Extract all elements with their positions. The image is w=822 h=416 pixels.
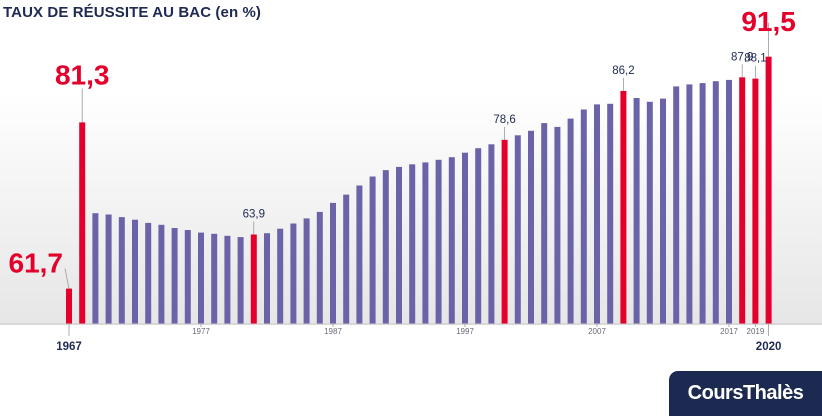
bar-1971 bbox=[118, 217, 125, 324]
bar-2003 bbox=[541, 123, 548, 324]
x-tick-label-2020: 2020 bbox=[756, 341, 782, 353]
bar-2000 bbox=[501, 139, 508, 324]
bar-chart: 61,7 81,3 63,9 78,6 86,2 87,988,1 91,5 1967 197… bbox=[0, 6, 822, 353]
x-tick-label-1997: 1997 bbox=[456, 327, 474, 336]
bar-1997 bbox=[462, 152, 468, 324]
bar-2017 bbox=[726, 79, 732, 325]
bar-1978 bbox=[211, 233, 218, 324]
bar-2008 bbox=[607, 103, 614, 324]
leader-line-1967 bbox=[64, 268, 70, 289]
brand-logo: CoursThalès bbox=[669, 371, 822, 416]
bar-2007 bbox=[594, 104, 600, 325]
bar-2002 bbox=[528, 130, 534, 324]
bar-1976 bbox=[184, 230, 191, 324]
x-tick-label-1977: 1977 bbox=[192, 327, 210, 336]
data-label-2000: 78,6 bbox=[493, 114, 515, 126]
bar-1996 bbox=[448, 157, 455, 324]
bar-1998 bbox=[475, 148, 482, 324]
bar-1982 bbox=[264, 233, 270, 324]
bar-2016 bbox=[712, 81, 719, 324]
bar-1972 bbox=[132, 219, 138, 324]
bar-2014 bbox=[686, 84, 693, 325]
bar-2009 bbox=[620, 90, 627, 325]
bar-2004 bbox=[554, 126, 561, 325]
data-label-1968: 81,3 bbox=[55, 59, 110, 90]
data-label-2009: 86,2 bbox=[612, 65, 634, 77]
bar-2015 bbox=[699, 83, 706, 324]
bar-1968 bbox=[79, 122, 86, 325]
bar-1970 bbox=[105, 214, 112, 324]
data-label-1967: 61,7 bbox=[9, 248, 64, 279]
x-tick-label-2007: 2007 bbox=[588, 327, 606, 336]
bar-1977 bbox=[198, 232, 204, 324]
bar-1986 bbox=[316, 211, 323, 324]
bar-2006 bbox=[580, 109, 587, 324]
bar-2019 bbox=[752, 78, 759, 324]
bar-1991 bbox=[382, 170, 389, 324]
x-tick-label-1987: 1987 bbox=[324, 327, 342, 336]
data-label-2020: 91,5 bbox=[741, 6, 796, 37]
x-tick-label-2017: 2017 bbox=[720, 327, 738, 336]
bar-1967 bbox=[66, 288, 72, 324]
x-tick-label-2019: 2019 bbox=[747, 327, 765, 336]
data-label-2019: 88,1 bbox=[744, 53, 766, 65]
bar-2018 bbox=[739, 77, 746, 324]
bar-1989 bbox=[356, 185, 363, 324]
bar-2005 bbox=[567, 118, 574, 324]
bar-1984 bbox=[290, 223, 297, 324]
x-tick-label-1967: 1967 bbox=[56, 341, 82, 353]
bar-1999 bbox=[488, 144, 495, 324]
bar-1990 bbox=[369, 176, 376, 324]
bar-1988 bbox=[343, 194, 350, 324]
data-label-1981: 63,9 bbox=[243, 209, 265, 221]
bar-2001 bbox=[514, 135, 521, 324]
bar-1974 bbox=[158, 224, 165, 324]
bar-2013 bbox=[673, 86, 680, 325]
bar-1979 bbox=[224, 235, 231, 324]
chart-title: TAUX DE RÉUSSITE AU BAC (en %) bbox=[3, 4, 262, 21]
data-labels-group: 61,7 81,3 63,9 78,6 86,2 87,988,1 91,5 bbox=[9, 6, 796, 289]
data-label-2018: 87,9 bbox=[731, 51, 753, 63]
bar-2010 bbox=[633, 98, 640, 324]
bar-2020 bbox=[765, 56, 772, 324]
bar-1995 bbox=[435, 159, 442, 324]
bar-1983 bbox=[277, 228, 284, 324]
x-tick-labels-group: 1967 1977 1987 1997 2007 2017 2019 2020 bbox=[56, 324, 781, 353]
bar-1969 bbox=[92, 213, 99, 324]
bar-2012 bbox=[660, 98, 666, 324]
bar-1975 bbox=[171, 228, 178, 324]
bar-1980 bbox=[237, 237, 244, 324]
bar-1994 bbox=[422, 162, 429, 324]
bar-2011 bbox=[646, 101, 653, 324]
bar-1973 bbox=[145, 222, 152, 324]
bar-1992 bbox=[396, 166, 402, 324]
bar-1985 bbox=[303, 218, 310, 324]
bar-1981 bbox=[250, 234, 257, 324]
bars-group bbox=[66, 56, 772, 325]
bar-1993 bbox=[409, 164, 416, 324]
bar-1987 bbox=[330, 202, 336, 324]
